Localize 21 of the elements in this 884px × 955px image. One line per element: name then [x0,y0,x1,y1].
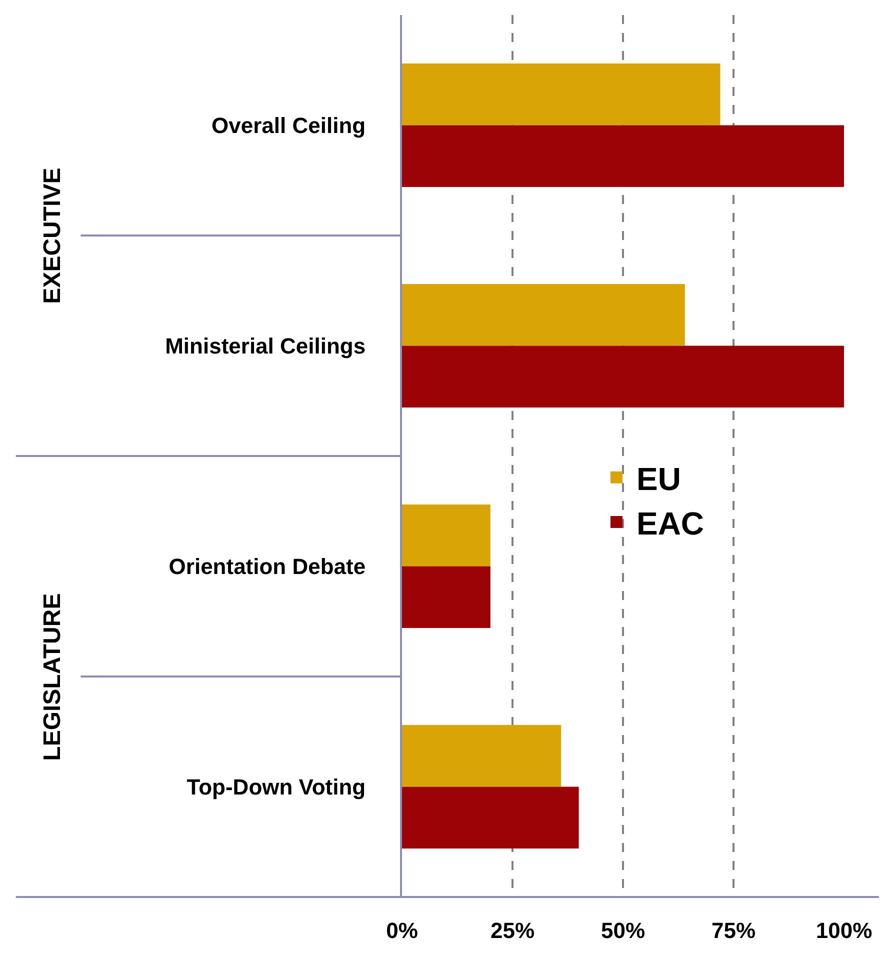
x-tick-label: 75% [711,918,756,943]
y-tick-label: Orientation Debate [168,554,366,579]
bar [402,786,579,848]
x-tick-label: 0% [386,918,418,943]
y-tick-label: Top-Down Voting [186,774,366,800]
x-tick-label: 25% [490,918,535,943]
bar [402,284,685,346]
bar [402,125,844,187]
text: LEGISLATURE [38,593,66,761]
y-tick-label: Overall Ceiling [212,112,366,138]
legend-label: EAC [636,505,704,542]
bar [402,504,490,566]
bar [402,346,844,408]
text: EXECUTIVE [38,168,66,304]
y-tick-label: Ministerial Ceilings [165,333,366,358]
x-tick-label: 50% [600,918,646,943]
bar [402,725,562,787]
legend-label: EU [636,460,681,497]
bar [402,566,490,628]
bar [402,64,720,126]
x-tick-label: 100% [816,918,872,943]
